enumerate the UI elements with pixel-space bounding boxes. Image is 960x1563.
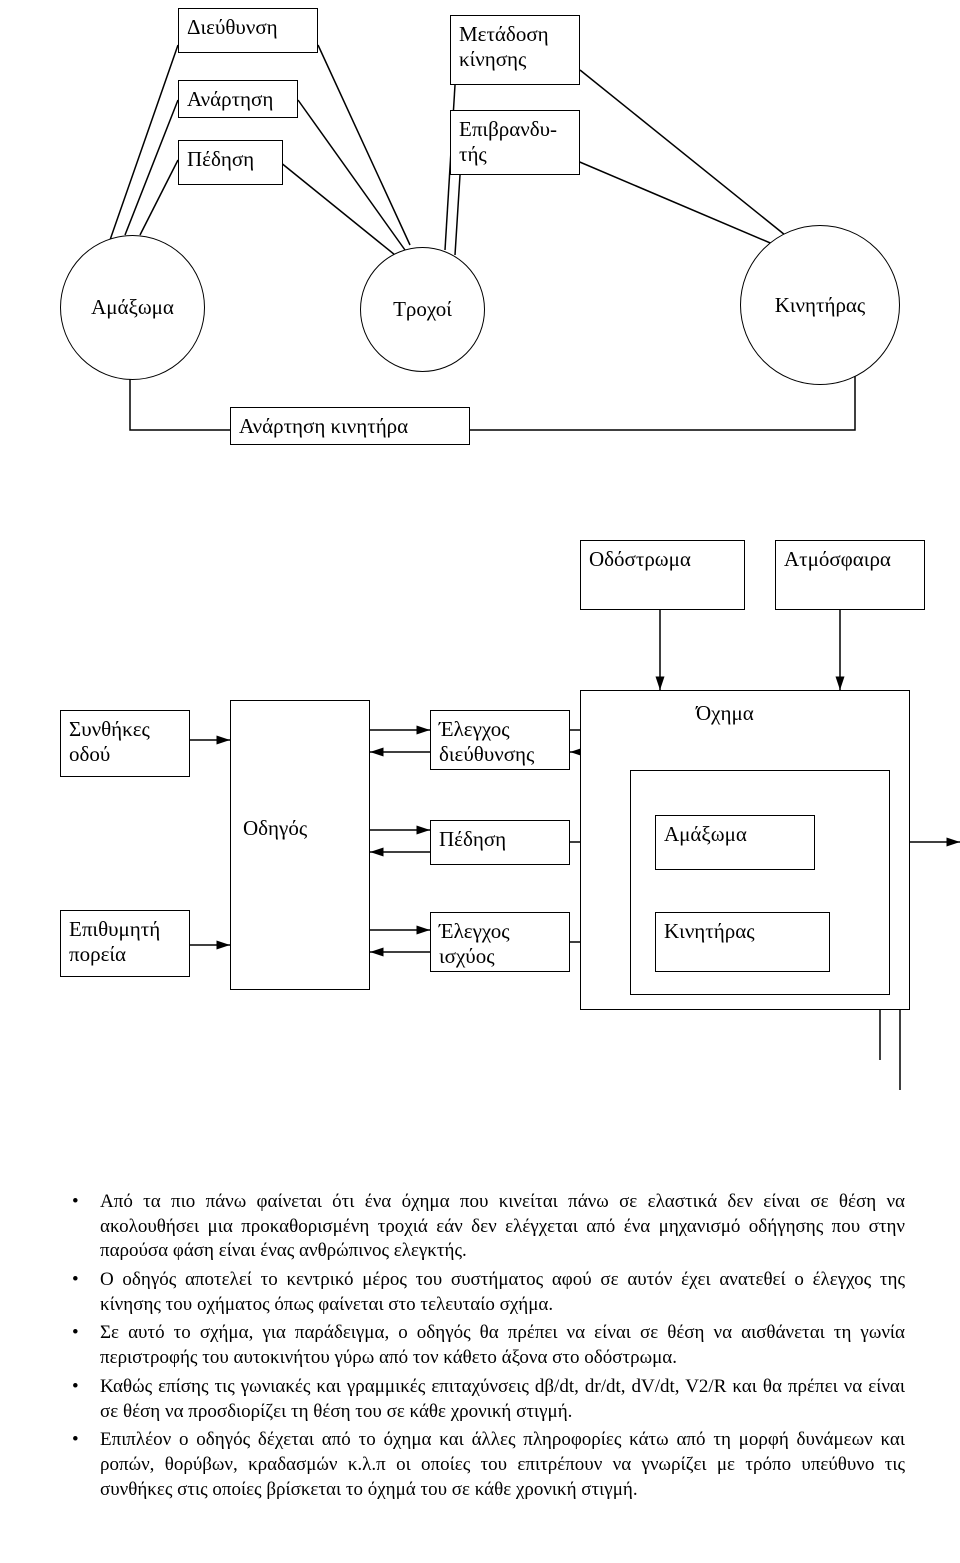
box-dieythynsi: Διεύθυνση	[178, 8, 318, 53]
box-amaxoma-inner: Αμάξωμα	[655, 815, 815, 870]
label: Ατμόσφαιρα	[784, 547, 891, 572]
label: Οδόστρωμα	[589, 547, 691, 572]
label: Μετάδοση κίνησης	[459, 22, 571, 72]
circle-amaxoma: Αμάξωμα	[60, 235, 205, 380]
bullet-text-3: Καθώς επίσης τις γωνιακές και γραμμικές …	[100, 1376, 905, 1422]
bullet-text-2: Σε αυτό το σχήμα, για παράδειγμα, ο οδηγ…	[100, 1322, 905, 1368]
box-anartisi: Ανάρτηση	[178, 80, 298, 118]
circle-kinitiras: Κινητήρας	[740, 225, 900, 385]
label: Επιθυμητή πορεία	[69, 917, 181, 967]
box-elegxos-dieythynsis: Έλεγχος διεύθυνσης	[430, 710, 570, 770]
box-metadosi: Μετάδοση κίνησης	[450, 15, 580, 85]
bullet-text-0: Από τα πιο πάνω φαίνεται ότι ένα όχημα π…	[100, 1191, 905, 1261]
bullet-item: Καθώς επίσης τις γωνιακές και γραμμικές …	[100, 1375, 905, 1424]
bullet-text-4: Επιπλέον ο οδηγός δέχεται από το όχημα κ…	[100, 1429, 905, 1499]
label: Ανάρτηση	[187, 87, 273, 112]
bullet-text-1: Ο οδηγός αποτελεί το κεντρικό μέρος του …	[100, 1269, 905, 1315]
bullet-item: Ο οδηγός αποτελεί το κεντρικό μέρος του …	[100, 1268, 905, 1317]
label: Πέδηση	[439, 827, 506, 852]
box-pedisi-top: Πέδηση	[178, 140, 283, 185]
box-synthikes: Συνθήκες οδού	[60, 710, 190, 777]
label: Κινητήρας	[664, 919, 755, 944]
label: Πέδηση	[187, 147, 254, 172]
bullet-text: Από τα πιο πάνω φαίνεται ότι ένα όχημα π…	[0, 1170, 960, 1546]
box-odigos: Οδηγός	[230, 700, 370, 990]
label: Αμάξωμα	[664, 822, 747, 847]
label: Κινητήρας	[775, 293, 866, 318]
box-pedisi-mid: Πέδηση	[430, 820, 570, 865]
box-odostroma: Οδόστρωμα	[580, 540, 745, 610]
diagram-canvas: Διεύθυνση Ανάρτηση Πέδηση Μετάδοση κίνησ…	[0, 0, 960, 1170]
label: Αμάξωμα	[91, 295, 174, 320]
box-epithymiti: Επιθυμητή πορεία	[60, 910, 190, 977]
bullet-item: Επιπλέον ο οδηγός δέχεται από το όχημα κ…	[100, 1428, 905, 1502]
label: Οδηγός	[243, 816, 307, 841]
bullet-item: Από τα πιο πάνω φαίνεται ότι ένα όχημα π…	[100, 1190, 905, 1264]
label: Επιβρανδυ- τής	[459, 117, 557, 167]
oxima-label: Όχημα	[696, 701, 754, 726]
box-epivradyntis: Επιβρανδυ- τής	[450, 110, 580, 175]
label: Τροχοί	[393, 297, 452, 322]
bullet-item: Σε αυτό το σχήμα, για παράδειγμα, ο οδηγ…	[100, 1321, 905, 1370]
label: Διεύθυνση	[187, 15, 278, 40]
label: Ανάρτηση κινητήρα	[239, 414, 408, 439]
label: Έλεγχος διεύθυνσης	[439, 717, 561, 767]
box-elegxos-isxyos: Έλεγχος ισχύος	[430, 912, 570, 972]
box-anartisi-kinitira: Ανάρτηση κινητήρα	[230, 407, 470, 445]
box-atmosfaira: Ατμόσφαιρα	[775, 540, 925, 610]
label: Συνθήκες οδού	[69, 717, 181, 767]
label: Έλεγχος ισχύος	[439, 919, 561, 969]
box-kinitiras-inner: Κινητήρας	[655, 912, 830, 972]
circle-troxoi: Τροχοί	[360, 247, 485, 372]
